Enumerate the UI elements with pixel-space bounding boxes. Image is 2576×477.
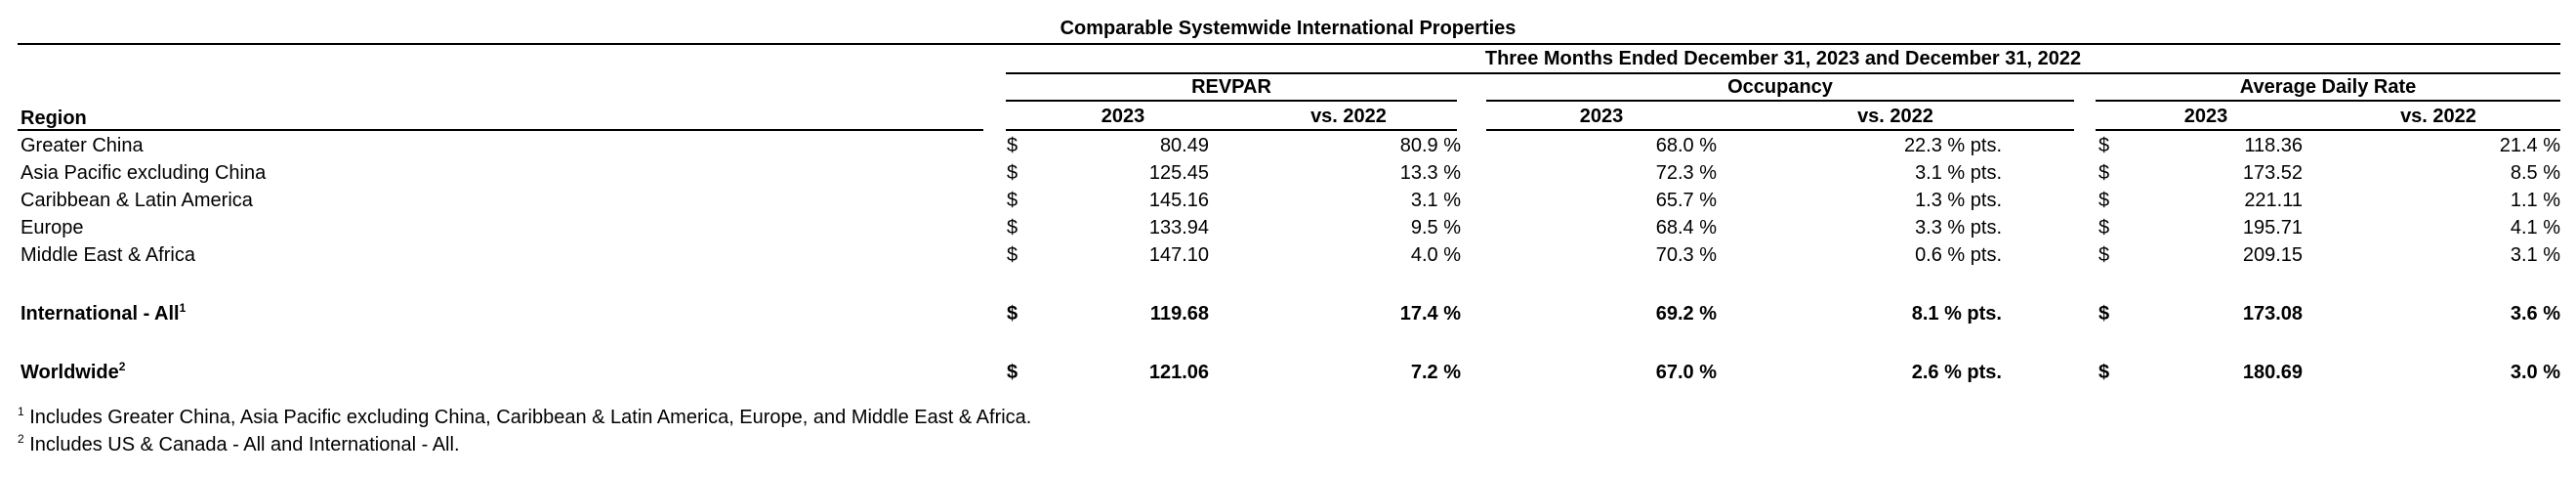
group-adr-rule [2096,100,2560,102]
adr-currency: $ [2098,217,2110,238]
occ-vs-value: 8.1 % pts. [1911,303,2002,325]
occ-2023-value: 67.0 % [1655,362,1717,383]
adr-vs-value: 21.4 % [2499,135,2560,156]
adr-2023-value: 209.15 [2242,244,2303,266]
adr-vs-value: 1.1 % [2510,190,2560,211]
period-header: Three Months Ended December 31, 2023 and… [1484,48,2082,69]
period-rule [1006,72,2560,74]
revpar-2023-value: 119.68 [1149,303,1209,325]
group-adr: Average Daily Rate [2239,76,2417,98]
adr-currency: $ [2098,303,2110,325]
footnote-2: 2 Includes US & Canada - All and Interna… [18,433,460,456]
adr-2023-value: 180.69 [2242,362,2303,383]
occ-2023-header: 2023 [1579,106,1624,127]
occ-vs-value: 22.3 % pts. [1903,135,2002,156]
revpar-currency: $ [1007,244,1018,266]
footnote-1-text: Includes Greater China, Asia Pacific exc… [29,407,1032,428]
table-title: Comparable Systemwide International Prop… [1059,18,1517,39]
group-revpar: REVPAR [1191,76,1271,98]
revpar-currency: $ [1007,217,1018,238]
group-occupancy-rule [1486,100,2074,102]
title-rule [18,43,2560,45]
region-header-rule [18,129,983,131]
footnote-marker: 2 [118,360,126,373]
revpar-currency: $ [1007,162,1018,184]
revpar-currency: $ [1007,303,1018,325]
occ-2023-value: 68.0 % [1655,135,1717,156]
footnote-1-mark: 1 [18,405,24,418]
revpar-vs-value: 3.1 % [1410,190,1461,211]
occ-vs-header: vs. 2022 [1857,106,1933,127]
adr-vs-value: 3.6 % [2510,303,2560,325]
adr-currency: $ [2098,162,2110,184]
occ-2023-value: 72.3 % [1655,162,1717,184]
revpar-vs-value: 4.0 % [1410,244,1461,266]
row-region: Europe [21,217,84,238]
adr-2023-header: 2023 [2183,106,2228,127]
revpar-2023-value: 80.49 [1159,135,1209,156]
adr-2023-value: 118.36 [2244,135,2303,156]
adr-2023-value: 173.08 [2242,303,2303,325]
adr-2023-value: 195.71 [2242,217,2303,238]
revpar-vs-value: 17.4 % [1399,303,1461,325]
revpar-vs-value: 80.9 % [1399,135,1461,156]
occ-2023-value: 65.7 % [1655,190,1717,211]
adr-vs-value: 8.5 % [2510,162,2560,184]
occ-2023-value: 68.4 % [1655,217,1717,238]
revpar-vs-header: vs. 2022 [1310,106,1387,127]
adr-currency: $ [2098,135,2110,156]
row-region: Asia Pacific excluding China [21,162,267,184]
occ-vs-value: 1.3 % pts. [1915,190,2002,211]
revpar-currency: $ [1007,190,1018,211]
revpar-currency: $ [1007,135,1018,156]
adr-currency: $ [2098,190,2110,211]
revpar-vs-value: 7.2 % [1410,362,1461,383]
revpar-2023-value: 145.16 [1148,190,1209,211]
occ-2023-value: 69.2 % [1655,303,1717,325]
adr-col-rule [2096,129,2560,131]
occ-vs-value: 3.1 % pts. [1915,162,2002,184]
total-row-worldwide: Worldwide2 [21,361,125,384]
revpar-2023-value: 125.45 [1148,162,1209,184]
footnote-2-mark: 2 [18,432,24,446]
revpar-col-rule [1006,129,1457,131]
occ-vs-value: 3.3 % pts. [1915,217,2002,238]
row-region: Caribbean & Latin America [21,190,253,211]
revpar-2023-header: 2023 [1101,106,1145,127]
adr-currency: $ [2098,362,2110,383]
region-header: Region [21,108,87,129]
revpar-currency: $ [1007,362,1018,383]
occ-vs-value: 2.6 % pts. [1911,362,2002,383]
row-region: Greater China [21,135,144,156]
footnote-2-text: Includes US & Canada - All and Internati… [29,434,460,455]
revpar-vs-value: 9.5 % [1410,217,1461,238]
adr-vs-header: vs. 2022 [2400,106,2476,127]
total-region-label: International - All [21,303,180,325]
revpar-2023-value: 121.06 [1148,362,1209,383]
adr-currency: $ [2098,244,2110,266]
adr-vs-value: 3.1 % [2510,244,2560,266]
row-region: Middle East & Africa [21,244,195,266]
occ-vs-value: 0.6 % pts. [1915,244,2002,266]
revpar-vs-value: 13.3 % [1399,162,1461,184]
group-occupancy: Occupancy [1727,76,1833,98]
occ-col-rule [1486,129,2074,131]
adr-2023-value: 221.11 [2244,190,2303,211]
revpar-2023-value: 147.10 [1148,244,1209,266]
adr-vs-value: 4.1 % [2510,217,2560,238]
group-revpar-rule [1006,100,1457,102]
adr-vs-value: 3.0 % [2510,362,2560,383]
adr-2023-value: 173.52 [2242,162,2303,184]
total-row-international: International - All1 [21,302,186,325]
occ-2023-value: 70.3 % [1655,244,1717,266]
total-region-label: Worldwide [21,362,119,383]
revpar-2023-value: 133.94 [1148,217,1209,238]
footnote-1: 1 Includes Greater China, Asia Pacific e… [18,406,1031,429]
footnote-marker: 1 [179,301,187,315]
